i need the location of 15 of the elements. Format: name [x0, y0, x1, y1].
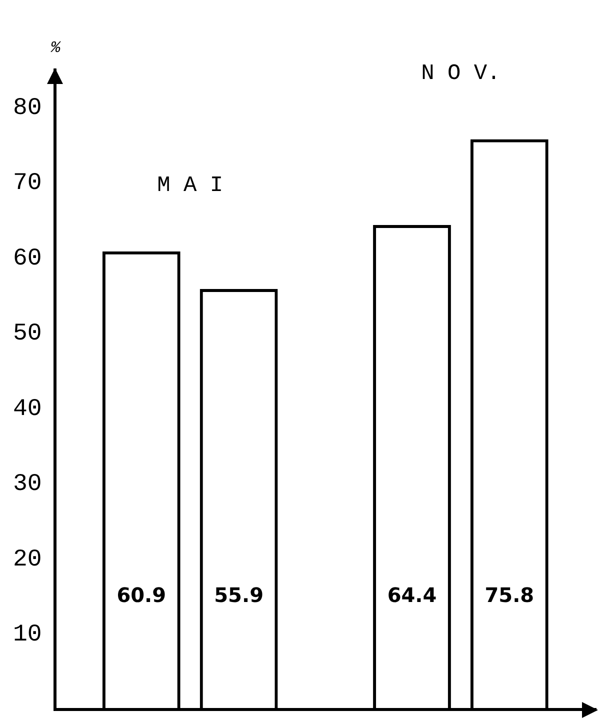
y-tick-label: 60: [12, 245, 42, 272]
y-tick-label: 10: [12, 622, 42, 649]
y-tick-label: 70: [12, 170, 42, 198]
data-label: 55.9: [214, 582, 264, 607]
data-label: 75.8: [484, 582, 534, 607]
y-tick-label: 20: [12, 546, 42, 574]
data-label: 64.4: [387, 582, 437, 607]
y-axis-title: %: [50, 39, 62, 58]
data-label: 60.9: [116, 582, 166, 607]
y-tick-label: 50: [12, 320, 42, 348]
y-tick-label: 30: [12, 471, 42, 498]
x-tick-label: M A I: [157, 173, 224, 198]
x-tick-label: N O V.: [421, 61, 500, 86]
y-tick-label: 40: [12, 396, 42, 423]
y-tick-label: 80: [12, 94, 42, 122]
